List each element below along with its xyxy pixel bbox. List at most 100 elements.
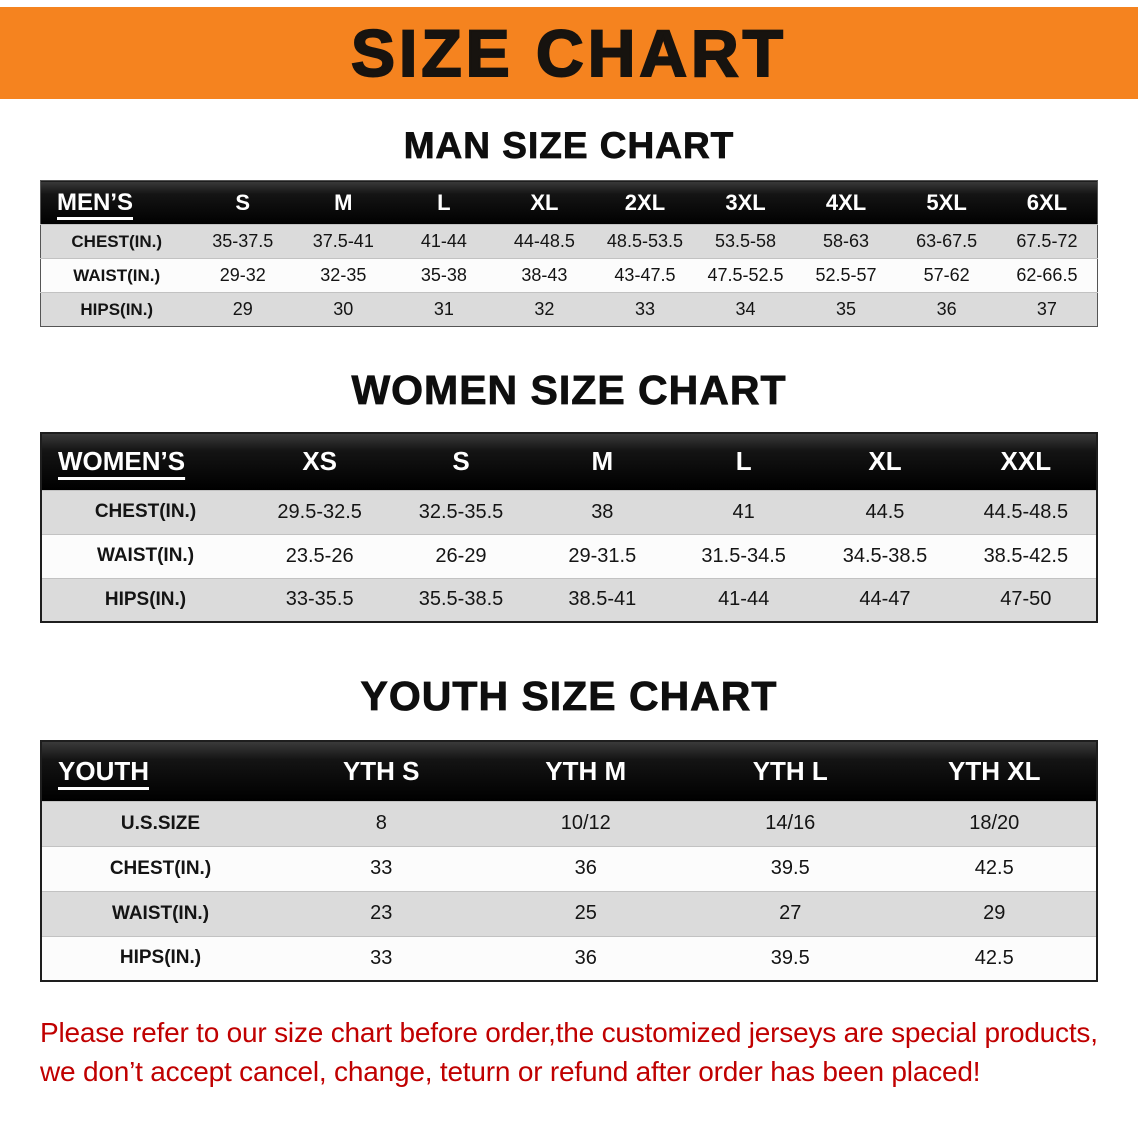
row-label: HIPS(IN.) — [41, 577, 249, 622]
size-value-cell: 33 — [279, 935, 484, 981]
size-value-cell: 38 — [531, 489, 673, 534]
women-size-table: WOMEN’S XS S M L XL XXL CHEST(IN.) 29.5-32.5 32.… — [40, 432, 1098, 623]
size-value-cell: 10/12 — [483, 800, 688, 846]
size-value-cell: 23.5-26 — [249, 533, 391, 578]
size-column-header: L — [393, 180, 495, 225]
size-value-cell: 63-67.5 — [896, 224, 997, 259]
size-value-cell: 14/16 — [688, 800, 893, 846]
size-value-cell: 37 — [996, 292, 1098, 327]
size-value-cell: 35.5-38.5 — [390, 577, 532, 622]
size-column-header: 2XL — [594, 180, 696, 225]
size-value-cell: 58-63 — [795, 224, 897, 259]
size-value-cell: 29-32 — [192, 258, 294, 293]
table-row: HIPS(IN.) 29 30 31 32 33 34 35 36 37 — [40, 292, 1098, 327]
youth-table-body: U.S.SIZE 8 10/12 14/16 18/20 CHEST(IN.) 33 36 39… — [41, 800, 1097, 981]
size-value-cell: 35-37.5 — [192, 224, 294, 259]
table-row: HIPS(IN.) 33 36 39.5 42.5 — [41, 935, 1097, 981]
size-column-header: YTH S — [279, 741, 484, 801]
row-label: CHEST(IN.) — [41, 845, 279, 891]
size-chart-banner: SIZE CHART — [0, 7, 1138, 99]
size-column-header: M — [293, 180, 394, 225]
size-column-header: L — [672, 433, 815, 490]
size-value-cell: 29 — [192, 292, 294, 327]
size-value-cell: 39.5 — [688, 935, 893, 981]
row-label: U.S.SIZE — [41, 800, 279, 846]
table-corner-label: YOUTH — [41, 741, 279, 801]
size-column-header: S — [390, 433, 532, 490]
size-value-cell: 47.5-52.5 — [695, 258, 796, 293]
size-value-cell: 31 — [393, 292, 495, 327]
table-row: CHEST(IN.) 33 36 39.5 42.5 — [41, 845, 1097, 891]
disclaimer-line-2: we don’t accept cancel, change, teturn o… — [40, 1055, 981, 1087]
size-value-cell: 41-44 — [672, 577, 815, 622]
size-value-cell: 32.5-35.5 — [390, 489, 532, 534]
men-chart-heading: MAN SIZE CHART — [403, 125, 735, 167]
size-value-cell: 8 — [279, 800, 484, 846]
size-value-cell: 38.5-41 — [531, 577, 673, 622]
size-column-header: 4XL — [795, 180, 897, 225]
men-header-row: MEN’S S M L XL 2XL 3XL 4XL 5XL 6XL — [40, 180, 1098, 225]
size-value-cell: 37.5-41 — [293, 224, 394, 259]
disclaimer-line-1: Please refer to our size chart before or… — [40, 1017, 1098, 1048]
row-label: CHEST(IN.) — [41, 489, 249, 534]
size-value-cell: 31.5-34.5 — [672, 533, 815, 578]
size-value-cell: 42.5 — [892, 935, 1097, 981]
row-label: HIPS(IN.) — [41, 935, 279, 981]
size-value-cell: 35 — [795, 292, 897, 327]
row-label: HIPS(IN.) — [40, 292, 193, 327]
size-value-cell: 23 — [279, 890, 484, 936]
size-value-cell: 42.5 — [892, 845, 1097, 891]
size-value-cell: 26-29 — [390, 533, 532, 578]
size-value-cell: 36 — [896, 292, 997, 327]
size-value-cell: 38-43 — [494, 258, 595, 293]
size-value-cell: 44-48.5 — [494, 224, 595, 259]
size-value-cell: 48.5-53.5 — [594, 224, 696, 259]
size-column-header: YTH M — [483, 741, 688, 801]
table-corner-label: WOMEN’S — [41, 433, 249, 490]
size-column-header: S — [192, 180, 294, 225]
size-value-cell: 39.5 — [688, 845, 893, 891]
size-value-cell: 67.5-72 — [996, 224, 1098, 259]
size-value-cell: 44.5-48.5 — [955, 489, 1097, 534]
size-value-cell: 41-44 — [393, 224, 495, 259]
size-value-cell: 33 — [594, 292, 696, 327]
table-corner-label: MEN’S — [40, 180, 193, 225]
size-column-header: YTH L — [688, 741, 893, 801]
table-row: WAIST(IN.) 23.5-26 26-29 29-31.5 31.5-34.5 34… — [41, 533, 1097, 578]
table-row: CHEST(IN.) 35-37.5 37.5-41 41-44 44-48.5 48.5… — [40, 224, 1098, 259]
men-size-table: MEN’S S M L XL 2XL 3XL 4XL 5XL 6XL CHEST(IN.) 35-3… — [40, 180, 1098, 327]
size-value-cell: 18/20 — [892, 800, 1097, 846]
size-value-cell: 32-35 — [293, 258, 394, 293]
size-value-cell: 34.5-38.5 — [814, 533, 956, 578]
size-column-header: XXL — [955, 433, 1097, 490]
size-value-cell: 62-66.5 — [996, 258, 1098, 293]
women-table-body: CHEST(IN.) 29.5-32.5 32.5-35.5 38 41 44.5 44.5… — [41, 489, 1097, 622]
size-value-cell: 36 — [483, 845, 688, 891]
size-value-cell: 29.5-32.5 — [249, 489, 391, 534]
table-row: CHEST(IN.) 29.5-32.5 32.5-35.5 38 41 44.5 44.5… — [41, 489, 1097, 534]
size-value-cell: 36 — [483, 935, 688, 981]
youth-size-table: YOUTH YTH S YTH M YTH L YTH XL U.S.SIZE 8 10/1… — [40, 740, 1098, 982]
size-value-cell: 44.5 — [814, 489, 956, 534]
size-value-cell: 47-50 — [955, 577, 1097, 622]
youth-header-row: YOUTH YTH S YTH M YTH L YTH XL — [41, 741, 1097, 801]
size-column-header: YTH XL — [892, 741, 1097, 801]
size-value-cell: 34 — [695, 292, 796, 327]
table-row: WAIST(IN.) 29-32 32-35 35-38 38-43 43-47.5 47.… — [40, 258, 1098, 293]
size-value-cell: 35-38 — [393, 258, 495, 293]
size-value-cell: 29-31.5 — [531, 533, 673, 578]
size-value-cell: 43-47.5 — [594, 258, 696, 293]
size-value-cell: 33 — [279, 845, 484, 891]
size-column-header: 6XL — [996, 180, 1098, 225]
size-column-header: XL — [494, 180, 595, 225]
size-value-cell: 53.5-58 — [695, 224, 796, 259]
men-table-body: CHEST(IN.) 35-37.5 37.5-41 41-44 44-48.5 48.5… — [40, 224, 1098, 327]
size-column-header: 3XL — [695, 180, 796, 225]
size-value-cell: 32 — [494, 292, 595, 327]
size-value-cell: 57-62 — [896, 258, 997, 293]
size-value-cell: 44-47 — [814, 577, 956, 622]
row-label: WAIST(IN.) — [41, 533, 249, 578]
order-disclaimer: Please refer to our size chart before or… — [40, 1014, 1100, 1091]
banner-title: SIZE CHART — [350, 16, 787, 90]
size-column-header: 5XL — [896, 180, 997, 225]
